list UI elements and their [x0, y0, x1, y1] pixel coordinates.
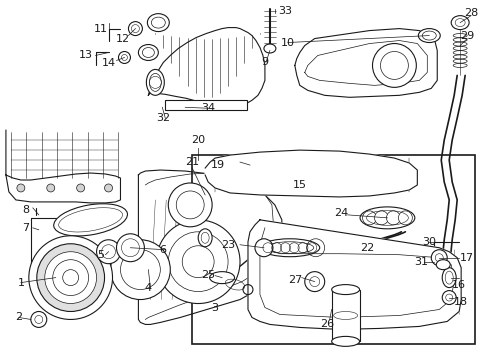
Circle shape [104, 184, 112, 192]
Ellipse shape [54, 204, 127, 236]
Text: 22: 22 [360, 243, 374, 253]
Text: 4: 4 [144, 283, 152, 293]
Text: 6: 6 [159, 245, 165, 255]
Text: 3: 3 [211, 302, 218, 312]
Circle shape [37, 244, 104, 311]
Ellipse shape [147, 14, 169, 32]
Ellipse shape [138, 45, 158, 60]
Polygon shape [247, 220, 460, 329]
Circle shape [116, 234, 144, 262]
Circle shape [45, 252, 96, 303]
Circle shape [168, 183, 212, 227]
Ellipse shape [331, 336, 359, 346]
Ellipse shape [146, 69, 164, 95]
Circle shape [77, 184, 84, 192]
Text: 27: 27 [287, 275, 301, 285]
Circle shape [156, 220, 240, 303]
Bar [331, 289, 359, 341]
Circle shape [386, 211, 400, 225]
Circle shape [398, 211, 411, 225]
Polygon shape [148, 28, 264, 107]
Circle shape [362, 211, 376, 225]
Text: 1: 1 [18, 278, 24, 288]
Polygon shape [294, 28, 436, 97]
Circle shape [47, 184, 55, 192]
Text: 20: 20 [191, 135, 205, 145]
Circle shape [441, 291, 455, 305]
Text: 16: 16 [451, 280, 465, 289]
Polygon shape [138, 170, 281, 324]
Ellipse shape [264, 44, 275, 53]
Circle shape [96, 240, 120, 264]
Ellipse shape [331, 285, 359, 294]
Text: 10: 10 [280, 37, 294, 48]
Text: 33: 33 [277, 6, 291, 15]
Text: 34: 34 [201, 103, 215, 113]
Ellipse shape [209, 272, 234, 284]
Ellipse shape [260, 239, 319, 257]
Text: 17: 17 [459, 253, 473, 263]
Text: 2: 2 [15, 312, 22, 323]
Text: 13: 13 [79, 50, 92, 60]
Circle shape [168, 232, 227, 292]
Circle shape [372, 44, 415, 87]
Text: 8: 8 [22, 205, 29, 215]
Text: 21: 21 [185, 157, 199, 167]
Text: 32: 32 [156, 113, 170, 123]
Circle shape [128, 22, 142, 36]
Text: 12: 12 [115, 33, 129, 44]
Ellipse shape [441, 268, 455, 288]
Circle shape [254, 239, 272, 257]
Text: 31: 31 [413, 257, 427, 267]
Text: 11: 11 [93, 24, 107, 33]
Text: 28: 28 [463, 8, 477, 18]
Text: 24: 24 [334, 208, 348, 218]
Text: 18: 18 [453, 297, 468, 306]
Text: 15: 15 [292, 180, 306, 190]
Text: 7: 7 [22, 223, 29, 233]
Text: 19: 19 [211, 160, 224, 170]
Circle shape [110, 240, 170, 300]
Bar [165, 100, 246, 110]
Text: 30: 30 [422, 237, 435, 247]
Circle shape [118, 51, 130, 63]
Ellipse shape [450, 15, 468, 30]
Text: 25: 25 [201, 270, 215, 280]
Circle shape [120, 250, 160, 289]
Ellipse shape [359, 207, 414, 229]
Ellipse shape [417, 28, 439, 42]
Circle shape [29, 236, 112, 319]
Circle shape [304, 272, 324, 292]
Text: 9: 9 [261, 58, 268, 67]
Circle shape [430, 250, 447, 266]
Bar [192, 155, 474, 345]
Circle shape [31, 311, 47, 328]
Text: 5: 5 [97, 250, 104, 260]
Ellipse shape [435, 260, 449, 270]
Polygon shape [6, 130, 120, 203]
Text: 23: 23 [221, 240, 235, 250]
Text: 14: 14 [101, 58, 115, 68]
Ellipse shape [198, 229, 212, 247]
Text: 29: 29 [459, 31, 473, 41]
Circle shape [374, 211, 387, 225]
Circle shape [17, 184, 25, 192]
Text: 26: 26 [320, 319, 334, 329]
Polygon shape [205, 150, 416, 197]
